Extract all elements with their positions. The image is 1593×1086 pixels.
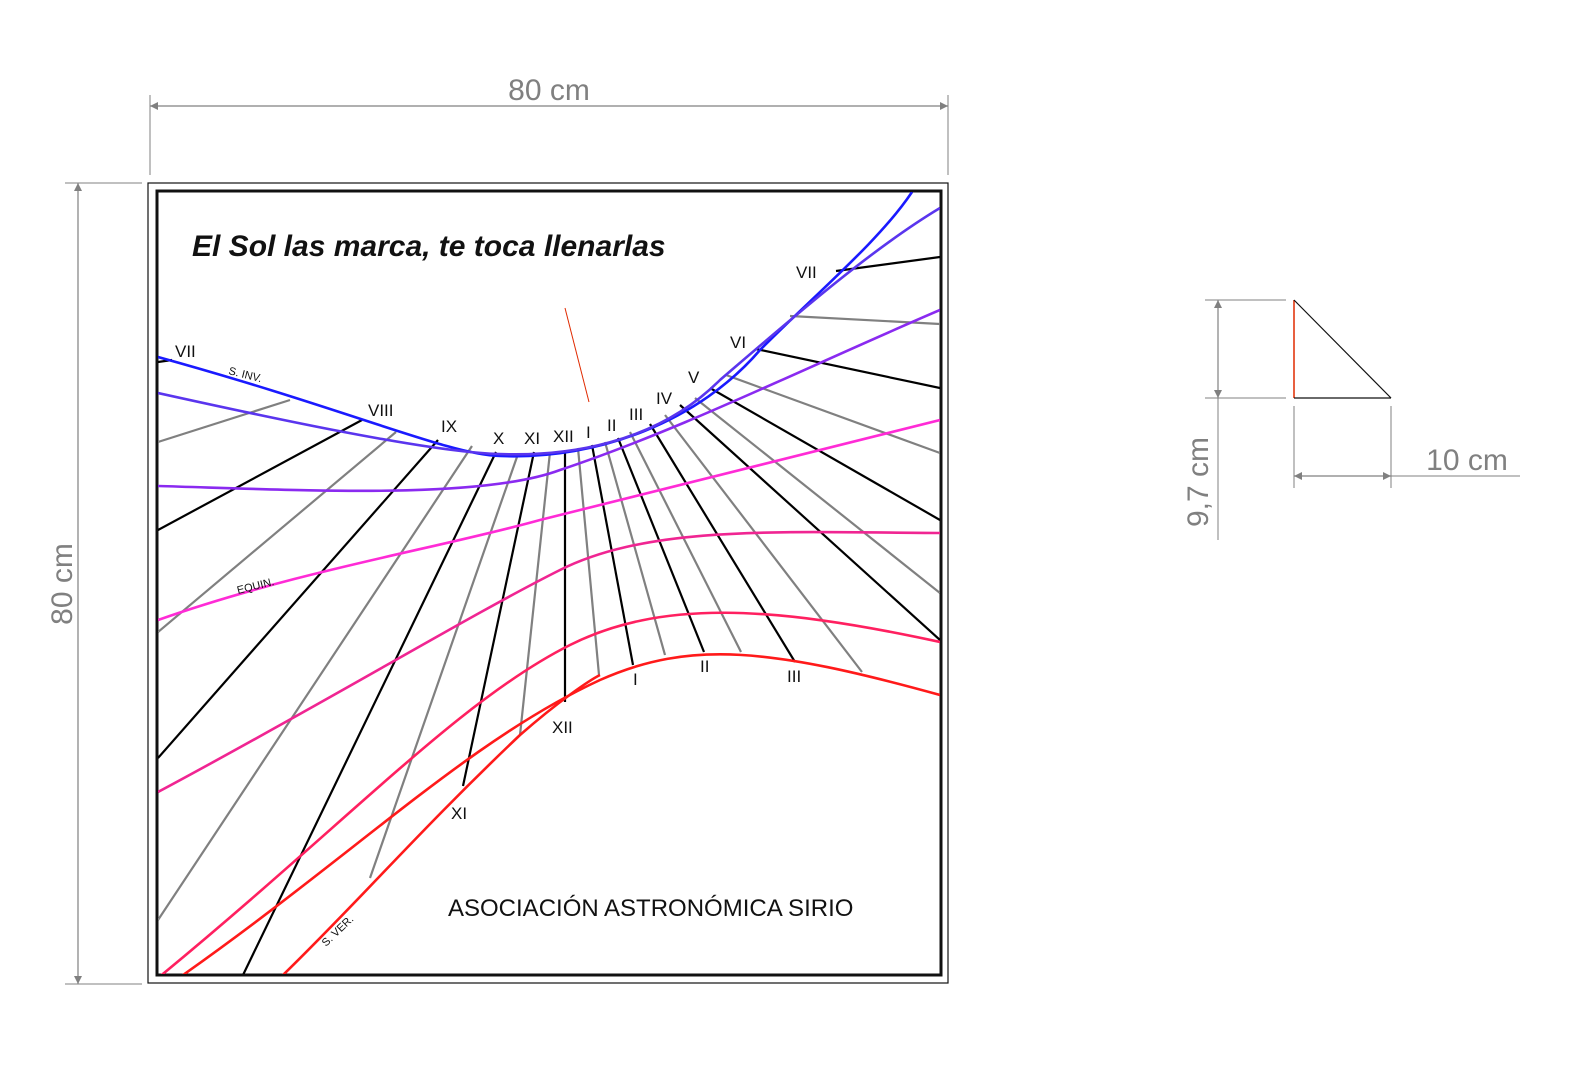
declination-curve bbox=[158, 308, 940, 493]
hour-label-upper: IX bbox=[441, 417, 457, 436]
hour-line bbox=[590, 444, 635, 666]
equinox-label: EQUIN. bbox=[236, 576, 276, 597]
declination-curve bbox=[160, 611, 940, 974]
dial-face bbox=[158, 192, 940, 974]
half-hour-line bbox=[368, 453, 520, 879]
half-hour-line bbox=[664, 414, 863, 673]
hour-line bbox=[616, 437, 706, 653]
hour-line bbox=[158, 419, 363, 531]
height-label: 80 cm bbox=[46, 543, 79, 625]
half-hour-line bbox=[603, 441, 667, 656]
hour-line bbox=[755, 347, 940, 390]
hour-label-upper: XII bbox=[553, 427, 574, 446]
hour-label-lower: III bbox=[787, 667, 801, 686]
half-hour-line bbox=[518, 451, 552, 736]
hour-lines bbox=[158, 255, 940, 974]
hour-line bbox=[679, 404, 940, 641]
hour-line bbox=[158, 439, 439, 759]
organization-name: ASOCIACIÓN ASTRONÓMICA SIRIO bbox=[448, 895, 853, 922]
declination-curves bbox=[158, 192, 940, 974]
hour-label-lower: XI bbox=[451, 804, 467, 823]
half-hour-line bbox=[694, 397, 940, 594]
width-dimension: 80 cm bbox=[149, 74, 949, 175]
hour-line bbox=[461, 451, 536, 787]
hour-label-upper: XI bbox=[524, 429, 540, 448]
width-label: 80 cm bbox=[508, 74, 590, 107]
hour-label-upper: X bbox=[493, 429, 504, 448]
gnomon-style-line bbox=[564, 307, 590, 403]
hour-label-lower: II bbox=[700, 657, 709, 676]
gnomon-hypotenuse bbox=[1293, 299, 1392, 399]
hour-line bbox=[649, 423, 796, 663]
hour-label-upper: VI bbox=[730, 333, 746, 352]
dial-frame bbox=[147, 182, 949, 984]
height-dimension: 80 cm bbox=[46, 182, 142, 985]
half-hour-line bbox=[158, 431, 397, 633]
declination-curve bbox=[158, 530, 940, 794]
hour-label-upper: IV bbox=[656, 389, 673, 408]
half-hour-line bbox=[158, 445, 473, 921]
gnomon-height-label: 9,7 cm bbox=[1182, 437, 1215, 527]
hour-label-upper: V bbox=[688, 368, 700, 387]
upper-hour-labels: VII VIII IX X XI XII I II III IV V VI VI… bbox=[175, 263, 817, 448]
lower-hour-labels: XI XII I II III bbox=[451, 657, 801, 823]
hour-label-upper: VII bbox=[175, 342, 196, 361]
declination-curve bbox=[158, 206, 940, 456]
hour-line bbox=[709, 387, 940, 521]
summer-solstice-curve bbox=[182, 653, 940, 974]
hour-label-lower: I bbox=[633, 670, 638, 689]
dial-motto: El Sol las marca, te toca llenarlas bbox=[192, 230, 666, 263]
half-hour-lines bbox=[158, 314, 940, 921]
hour-label-lower: XII bbox=[552, 718, 573, 737]
half-hour-line bbox=[725, 373, 940, 455]
dial-inner-border bbox=[155, 189, 943, 977]
equinox-curve bbox=[158, 418, 940, 622]
half-hour-line bbox=[789, 314, 940, 326]
dial-outer-border bbox=[147, 182, 949, 984]
half-hour-line bbox=[576, 447, 601, 676]
hour-label-upper: VII bbox=[796, 263, 817, 282]
half-hour-line bbox=[629, 431, 742, 653]
summer-solstice-curve bbox=[282, 673, 601, 974]
hour-label-upper: VIII bbox=[368, 401, 394, 420]
hour-label-upper: II bbox=[607, 416, 616, 435]
hour-line bbox=[242, 451, 497, 974]
gnomon-detail: 9,7 cm 10 cm bbox=[1182, 299, 1520, 540]
gnomon-base-label: 10 cm bbox=[1426, 444, 1508, 477]
half-hour-line bbox=[158, 398, 291, 444]
hour-label-upper: III bbox=[629, 405, 643, 424]
hour-label-upper: I bbox=[586, 423, 591, 442]
